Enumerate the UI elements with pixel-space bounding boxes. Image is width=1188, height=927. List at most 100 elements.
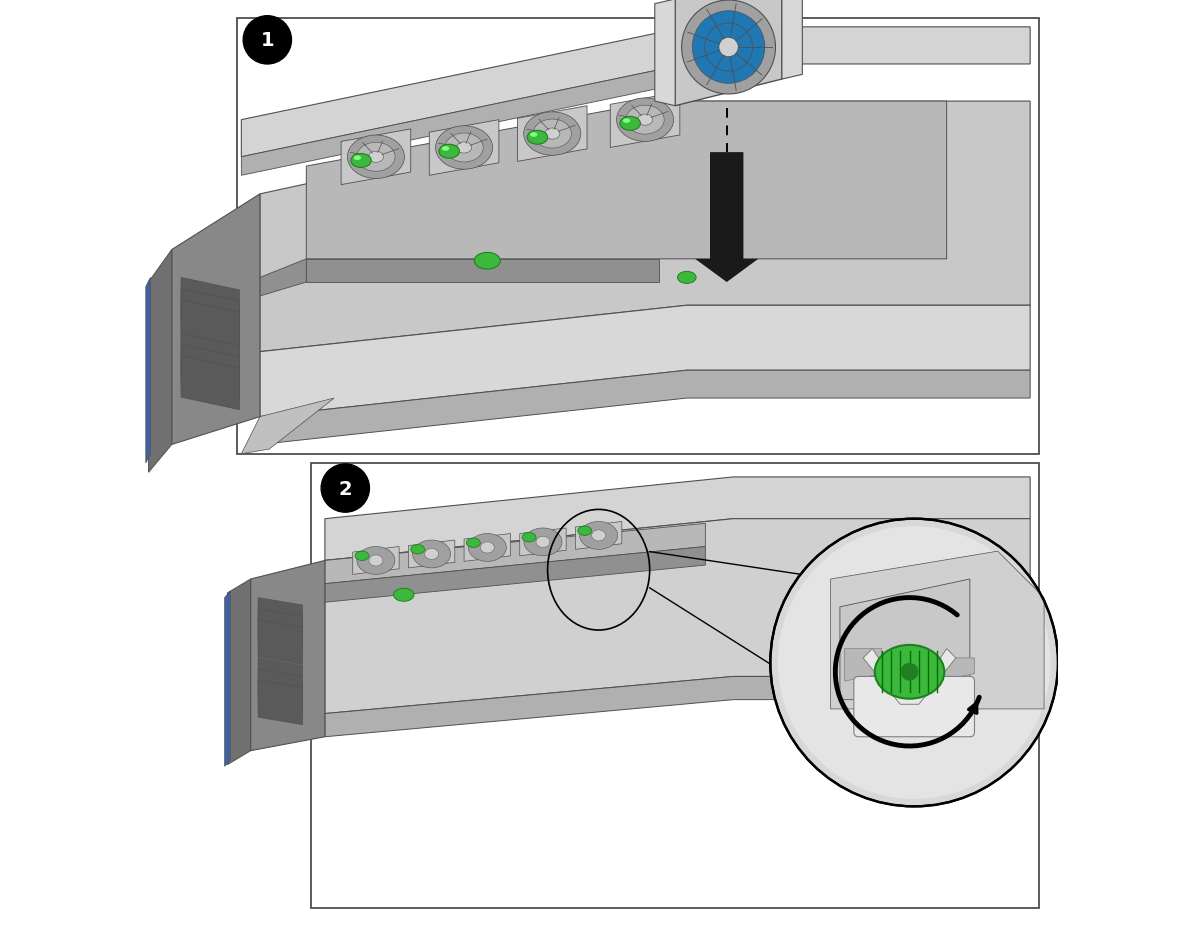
Polygon shape bbox=[225, 591, 230, 767]
Polygon shape bbox=[695, 153, 758, 283]
Polygon shape bbox=[655, 0, 675, 107]
Polygon shape bbox=[518, 107, 587, 162]
Ellipse shape bbox=[577, 527, 592, 536]
Ellipse shape bbox=[355, 552, 369, 561]
Polygon shape bbox=[181, 334, 240, 388]
Polygon shape bbox=[324, 519, 1030, 714]
Polygon shape bbox=[148, 250, 172, 473]
Ellipse shape bbox=[456, 143, 472, 154]
Ellipse shape bbox=[522, 533, 536, 542]
Polygon shape bbox=[227, 579, 251, 765]
Ellipse shape bbox=[436, 127, 493, 170]
Ellipse shape bbox=[533, 120, 571, 149]
Polygon shape bbox=[353, 547, 399, 575]
Polygon shape bbox=[307, 102, 947, 260]
Polygon shape bbox=[575, 522, 621, 550]
Ellipse shape bbox=[356, 547, 394, 575]
Ellipse shape bbox=[536, 537, 550, 548]
Circle shape bbox=[321, 464, 369, 513]
Polygon shape bbox=[260, 371, 1030, 445]
Polygon shape bbox=[241, 399, 334, 454]
Polygon shape bbox=[324, 547, 706, 603]
Ellipse shape bbox=[677, 272, 696, 285]
Ellipse shape bbox=[580, 522, 618, 550]
Polygon shape bbox=[146, 278, 151, 464]
Polygon shape bbox=[465, 534, 511, 562]
FancyBboxPatch shape bbox=[311, 464, 1040, 908]
Polygon shape bbox=[181, 289, 240, 343]
Polygon shape bbox=[172, 195, 260, 445]
Ellipse shape bbox=[592, 530, 606, 541]
Ellipse shape bbox=[347, 136, 404, 179]
Polygon shape bbox=[840, 579, 969, 700]
Ellipse shape bbox=[704, 24, 752, 72]
Polygon shape bbox=[611, 93, 680, 148]
Polygon shape bbox=[258, 598, 303, 642]
Polygon shape bbox=[675, 0, 782, 107]
Polygon shape bbox=[324, 677, 1030, 737]
Polygon shape bbox=[181, 345, 240, 399]
Polygon shape bbox=[258, 609, 303, 654]
Ellipse shape bbox=[620, 117, 640, 131]
Ellipse shape bbox=[524, 528, 562, 556]
Ellipse shape bbox=[626, 106, 664, 135]
Polygon shape bbox=[830, 552, 1044, 709]
Polygon shape bbox=[782, 0, 802, 80]
Polygon shape bbox=[307, 260, 659, 283]
Ellipse shape bbox=[524, 113, 581, 156]
Ellipse shape bbox=[874, 645, 944, 699]
Polygon shape bbox=[181, 300, 240, 355]
Text: 1: 1 bbox=[260, 32, 274, 50]
Ellipse shape bbox=[369, 555, 383, 566]
Ellipse shape bbox=[544, 129, 560, 140]
Polygon shape bbox=[324, 477, 1030, 561]
Ellipse shape bbox=[527, 131, 548, 146]
Circle shape bbox=[244, 17, 291, 65]
Ellipse shape bbox=[682, 1, 776, 95]
Polygon shape bbox=[258, 620, 303, 665]
Polygon shape bbox=[241, 65, 687, 176]
Ellipse shape bbox=[530, 133, 537, 138]
Ellipse shape bbox=[424, 549, 438, 560]
Ellipse shape bbox=[719, 38, 738, 57]
FancyBboxPatch shape bbox=[236, 19, 1040, 454]
Ellipse shape bbox=[902, 664, 918, 680]
Polygon shape bbox=[241, 28, 1030, 158]
FancyBboxPatch shape bbox=[854, 677, 974, 737]
Ellipse shape bbox=[446, 133, 484, 163]
Ellipse shape bbox=[411, 545, 424, 554]
Polygon shape bbox=[251, 561, 324, 751]
Circle shape bbox=[770, 519, 1059, 806]
Ellipse shape bbox=[474, 253, 500, 270]
Polygon shape bbox=[258, 680, 303, 725]
Ellipse shape bbox=[719, 38, 738, 57]
Ellipse shape bbox=[440, 145, 460, 159]
Circle shape bbox=[778, 527, 1050, 799]
Ellipse shape bbox=[617, 99, 674, 142]
Ellipse shape bbox=[638, 115, 652, 126]
Ellipse shape bbox=[623, 119, 630, 123]
Ellipse shape bbox=[468, 534, 506, 562]
Polygon shape bbox=[409, 540, 455, 568]
Polygon shape bbox=[260, 102, 1030, 352]
Ellipse shape bbox=[412, 540, 450, 568]
Polygon shape bbox=[181, 356, 240, 411]
Polygon shape bbox=[864, 649, 956, 705]
Polygon shape bbox=[258, 658, 303, 703]
Ellipse shape bbox=[350, 154, 372, 169]
Ellipse shape bbox=[354, 156, 361, 161]
Ellipse shape bbox=[356, 143, 396, 172]
Polygon shape bbox=[260, 306, 1030, 417]
Ellipse shape bbox=[368, 152, 384, 163]
Ellipse shape bbox=[393, 589, 413, 602]
Ellipse shape bbox=[467, 539, 480, 548]
Polygon shape bbox=[324, 524, 706, 584]
Polygon shape bbox=[260, 260, 307, 297]
Polygon shape bbox=[341, 130, 411, 185]
Ellipse shape bbox=[693, 12, 765, 84]
Polygon shape bbox=[181, 278, 240, 333]
Ellipse shape bbox=[480, 542, 494, 553]
Ellipse shape bbox=[442, 146, 449, 152]
Polygon shape bbox=[258, 669, 303, 714]
Text: 2: 2 bbox=[339, 479, 352, 498]
